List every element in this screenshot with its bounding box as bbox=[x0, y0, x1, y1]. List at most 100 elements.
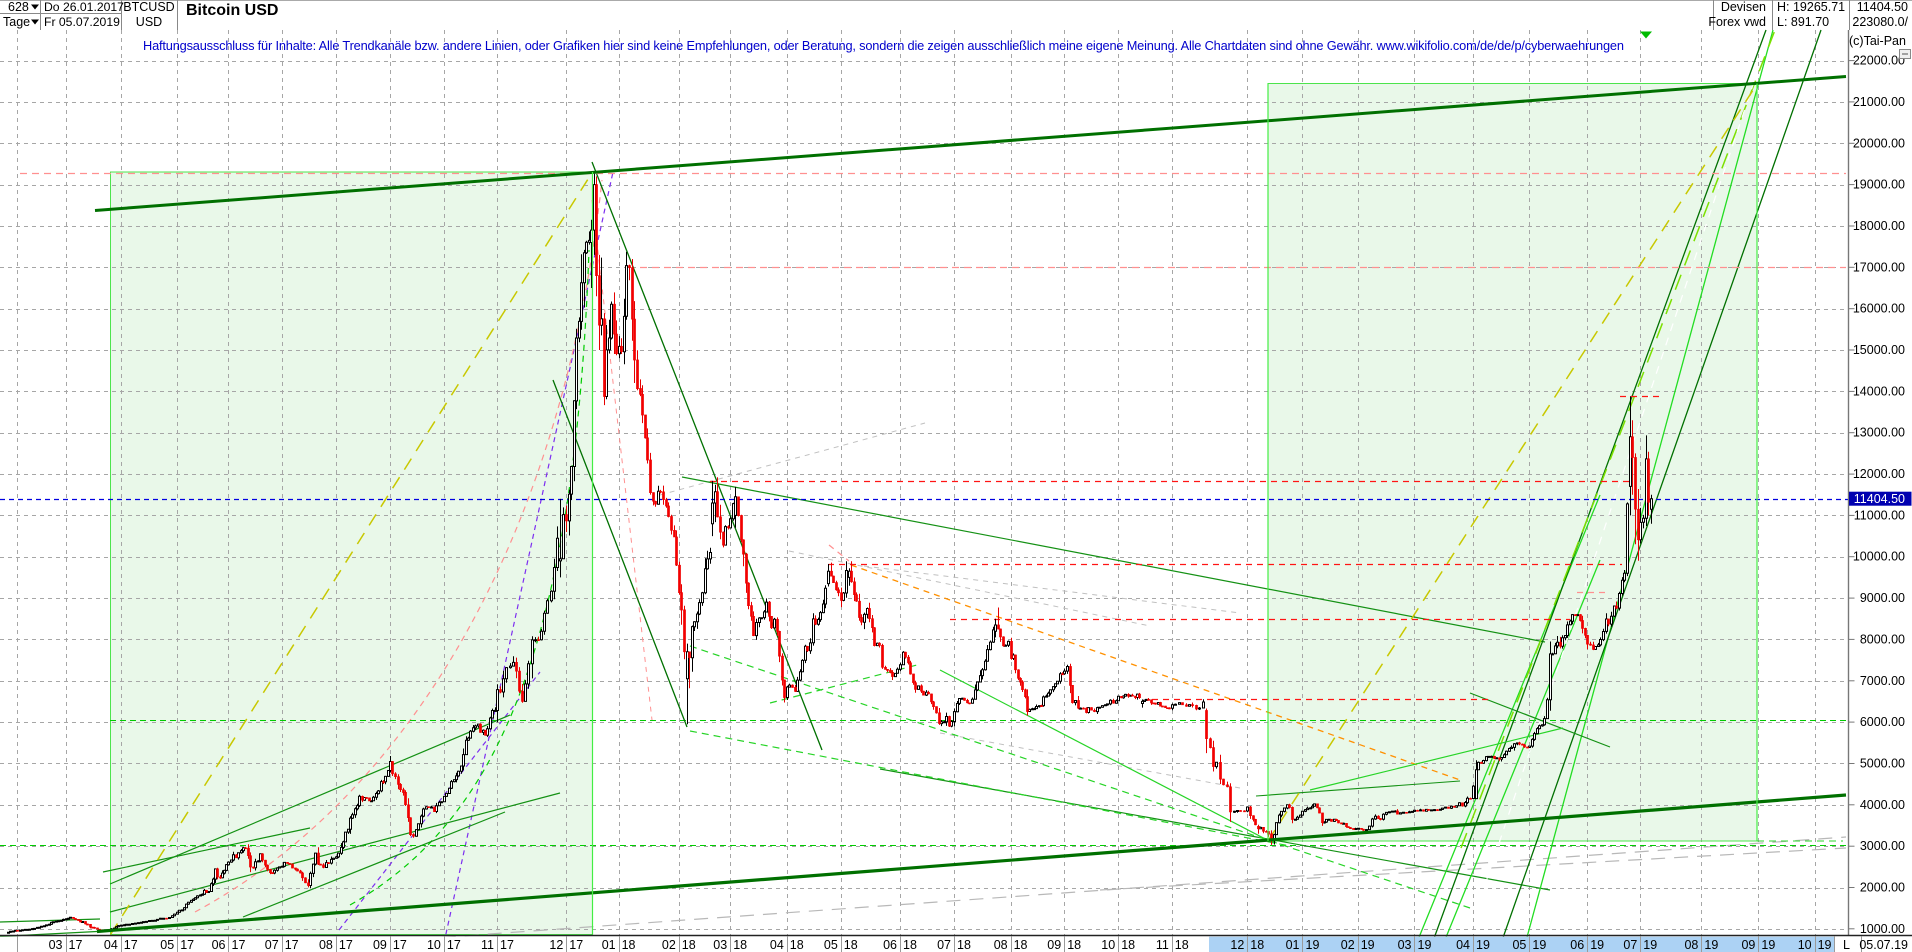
svg-text:19: 19 bbox=[1761, 938, 1775, 952]
svg-text:Bitcoin USD: Bitcoin USD bbox=[186, 2, 278, 19]
svg-text:6000.00: 6000.00 bbox=[1860, 715, 1905, 729]
svg-text:Fr 05.07.2019: Fr 05.07.2019 bbox=[44, 15, 120, 29]
svg-text:17: 17 bbox=[69, 938, 83, 952]
svg-text:9000.00: 9000.00 bbox=[1860, 591, 1905, 605]
svg-text:11404.50: 11404.50 bbox=[1854, 492, 1905, 506]
svg-text:16000.00: 16000.00 bbox=[1853, 302, 1905, 316]
svg-text:18: 18 bbox=[957, 938, 971, 952]
svg-text:17: 17 bbox=[285, 938, 299, 952]
svg-text:17: 17 bbox=[124, 938, 138, 952]
svg-text:07: 07 bbox=[1623, 938, 1637, 952]
svg-text:12000.00: 12000.00 bbox=[1853, 467, 1905, 481]
svg-text:19: 19 bbox=[1476, 938, 1490, 952]
svg-text:05.07.19: 05.07.19 bbox=[1859, 938, 1908, 952]
svg-text:10: 10 bbox=[1101, 938, 1115, 952]
svg-text:(c)Tai-Pan: (c)Tai-Pan bbox=[1849, 34, 1906, 48]
svg-text:Forex vwd: Forex vwd bbox=[1708, 15, 1766, 29]
svg-text:10000.00: 10000.00 bbox=[1853, 550, 1905, 564]
svg-text:2000.00: 2000.00 bbox=[1860, 881, 1905, 895]
svg-text:09: 09 bbox=[1741, 938, 1755, 952]
svg-text:06: 06 bbox=[212, 938, 226, 952]
svg-text:06: 06 bbox=[883, 938, 897, 952]
svg-text:4000.00: 4000.00 bbox=[1860, 798, 1905, 812]
svg-text:05: 05 bbox=[1512, 938, 1526, 952]
svg-text:07: 07 bbox=[265, 938, 279, 952]
svg-text:19: 19 bbox=[1306, 938, 1320, 952]
svg-text:19: 19 bbox=[1418, 938, 1432, 952]
svg-text:04: 04 bbox=[1456, 938, 1470, 952]
svg-text:04: 04 bbox=[104, 938, 118, 952]
svg-text:03: 03 bbox=[49, 938, 63, 952]
svg-text:21000.00: 21000.00 bbox=[1853, 95, 1905, 109]
svg-text:06: 06 bbox=[1570, 938, 1584, 952]
svg-text:05: 05 bbox=[160, 938, 174, 952]
svg-text:02: 02 bbox=[662, 938, 676, 952]
svg-text:628: 628 bbox=[8, 0, 29, 14]
svg-text:01: 01 bbox=[1286, 938, 1300, 952]
svg-text:17: 17 bbox=[569, 938, 583, 952]
svg-text:18: 18 bbox=[1121, 938, 1135, 952]
svg-text:8000.00: 8000.00 bbox=[1860, 632, 1905, 646]
svg-text:02: 02 bbox=[1341, 938, 1355, 952]
svg-text:18: 18 bbox=[682, 938, 696, 952]
svg-text:BTCUSD: BTCUSD bbox=[123, 0, 174, 14]
svg-text:15000.00: 15000.00 bbox=[1853, 343, 1905, 357]
svg-text:18000.00: 18000.00 bbox=[1853, 219, 1905, 233]
svg-text:11000.00: 11000.00 bbox=[1854, 508, 1905, 522]
svg-text:18: 18 bbox=[1250, 938, 1264, 952]
svg-text:Tage: Tage bbox=[3, 15, 30, 29]
svg-text:20000.00: 20000.00 bbox=[1853, 136, 1905, 150]
svg-text:7000.00: 7000.00 bbox=[1860, 674, 1905, 688]
svg-text:05: 05 bbox=[824, 938, 838, 952]
svg-text:11: 11 bbox=[1156, 938, 1169, 952]
svg-text:19000.00: 19000.00 bbox=[1853, 178, 1905, 192]
svg-text:17: 17 bbox=[500, 938, 514, 952]
svg-text:01: 01 bbox=[602, 938, 616, 952]
svg-text:223080.0/: 223080.0/ bbox=[1852, 15, 1908, 29]
svg-text:03: 03 bbox=[1398, 938, 1412, 952]
svg-text:12: 12 bbox=[1230, 938, 1244, 952]
svg-text:3000.00: 3000.00 bbox=[1860, 839, 1905, 853]
svg-text:19: 19 bbox=[1361, 938, 1375, 952]
svg-text:Do 26.01.2017: Do 26.01.2017 bbox=[44, 0, 124, 14]
svg-text:18: 18 bbox=[903, 938, 917, 952]
svg-text:03: 03 bbox=[713, 938, 727, 952]
svg-text:11: 11 bbox=[481, 938, 494, 952]
svg-text:09: 09 bbox=[1047, 938, 1061, 952]
svg-text:18: 18 bbox=[1014, 938, 1028, 952]
svg-text:18: 18 bbox=[844, 938, 858, 952]
svg-text:18: 18 bbox=[1175, 938, 1189, 952]
svg-text:12: 12 bbox=[549, 938, 563, 952]
svg-text:14000.00: 14000.00 bbox=[1853, 384, 1905, 398]
svg-text:17000.00: 17000.00 bbox=[1853, 260, 1905, 274]
svg-text:L: L bbox=[1843, 938, 1850, 952]
svg-text:17: 17 bbox=[180, 938, 194, 952]
svg-text:17: 17 bbox=[232, 938, 246, 952]
svg-text:1000.00: 1000.00 bbox=[1860, 922, 1905, 936]
svg-text:09: 09 bbox=[373, 938, 387, 952]
svg-text:07: 07 bbox=[937, 938, 951, 952]
svg-text:04: 04 bbox=[770, 938, 784, 952]
svg-text:5000.00: 5000.00 bbox=[1860, 757, 1905, 771]
svg-text:L: 891.70: L: 891.70 bbox=[1777, 15, 1829, 29]
svg-text:18: 18 bbox=[733, 938, 747, 952]
svg-text:22000.00: 22000.00 bbox=[1853, 54, 1905, 68]
svg-text:19: 19 bbox=[1532, 938, 1546, 952]
svg-text:08: 08 bbox=[319, 938, 333, 952]
svg-text:18: 18 bbox=[622, 938, 636, 952]
svg-text:08: 08 bbox=[1684, 938, 1698, 952]
svg-text:11404.50: 11404.50 bbox=[1857, 0, 1908, 14]
svg-text:08: 08 bbox=[994, 938, 1008, 952]
svg-text:19: 19 bbox=[1643, 938, 1657, 952]
svg-text:10: 10 bbox=[427, 938, 441, 952]
svg-text:Devisen: Devisen bbox=[1721, 0, 1766, 14]
svg-text:17: 17 bbox=[339, 938, 353, 952]
svg-text:17: 17 bbox=[393, 938, 407, 952]
svg-text:USD: USD bbox=[136, 15, 162, 29]
svg-text:17: 17 bbox=[447, 938, 461, 952]
svg-text:H: 19265.71: H: 19265.71 bbox=[1777, 0, 1845, 14]
svg-text:18: 18 bbox=[790, 938, 804, 952]
svg-text:18: 18 bbox=[1067, 938, 1081, 952]
svg-text:19: 19 bbox=[1590, 938, 1604, 952]
svg-text:Haftungsausschluss für Inhalte: Haftungsausschluss für Inhalte: Alle Tre… bbox=[143, 38, 1624, 53]
